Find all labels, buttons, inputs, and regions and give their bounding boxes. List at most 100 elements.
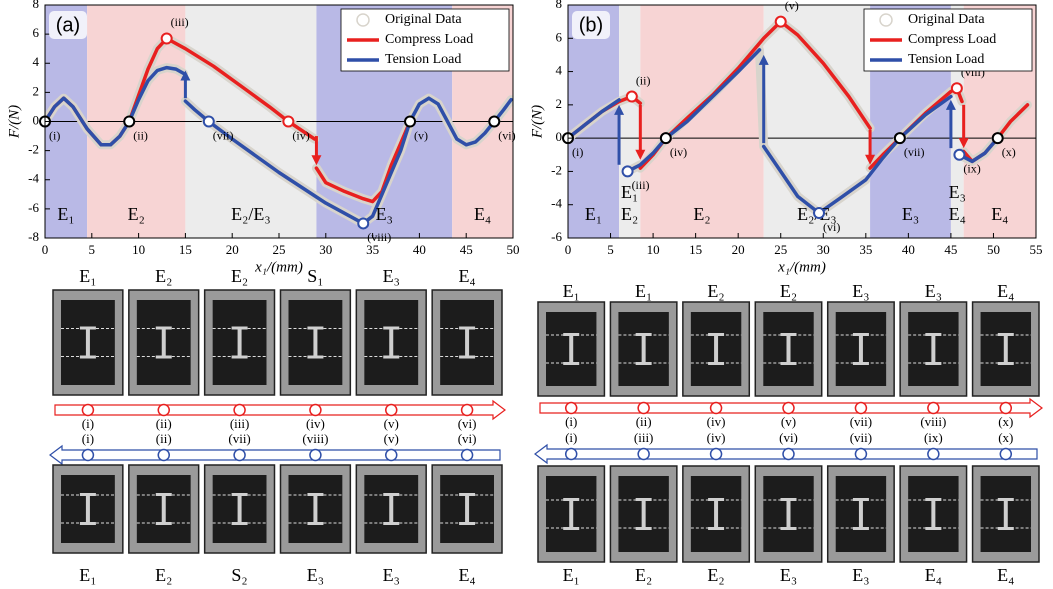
- forward-node: [1000, 403, 1011, 414]
- y-tick-label: 4: [556, 63, 563, 78]
- backward-node: [310, 450, 321, 461]
- state-label: E₄: [925, 565, 942, 585]
- y-tick-label: -4: [551, 196, 562, 211]
- forward-label: (vii): [850, 414, 872, 429]
- photo: [356, 290, 426, 395]
- y-tick-label: 6: [33, 25, 40, 40]
- x-tick-label: 0: [565, 242, 572, 257]
- backward-node: [158, 450, 169, 461]
- y-tick-label: -6: [551, 229, 562, 244]
- y-tick-label: 0: [33, 112, 40, 127]
- y-tick-label: 6: [556, 29, 563, 44]
- region-label: E₁: [57, 204, 74, 224]
- forward-node: [783, 403, 794, 414]
- forward-label: (vi): [458, 416, 477, 431]
- forward-label: (i): [565, 414, 577, 429]
- point-label: (iii): [171, 15, 189, 29]
- y-tick-label: -4: [28, 171, 39, 186]
- forward-node: [638, 403, 649, 414]
- photo: [281, 290, 351, 395]
- backward-label: (viii): [302, 431, 328, 446]
- point-label: (ii): [133, 128, 148, 142]
- forward-node: [386, 405, 397, 416]
- backward-label: (iv): [707, 430, 726, 445]
- state-label: E₄: [458, 565, 475, 585]
- state-point: [405, 117, 415, 127]
- forward-node: [711, 403, 722, 414]
- state-label: E₂: [780, 281, 797, 301]
- state-point: [814, 208, 824, 218]
- region-label: E₃: [902, 204, 919, 224]
- legend-label: Tension Load: [385, 52, 461, 67]
- photo: [53, 465, 123, 553]
- x-tick-label: 40: [413, 242, 426, 257]
- state-label: E₃: [383, 565, 400, 585]
- backward-label: (i): [565, 430, 577, 445]
- x-tick-label: 40: [902, 242, 915, 257]
- photo: [755, 466, 821, 562]
- figure: E₁E₂E₂/E₃E₃E₄(i)(ii)(iii)(iv)(v)(vi)(vii…: [0, 0, 1053, 589]
- forward-node: [928, 403, 939, 414]
- state-label: S₂: [231, 565, 247, 585]
- state-point: [623, 166, 633, 176]
- photo: [683, 302, 749, 396]
- x-axis-label: x₁/(mm): [777, 259, 826, 275]
- photo: [432, 465, 502, 553]
- x-tick-label: 0: [42, 242, 49, 257]
- region-label: E₄: [991, 204, 1008, 224]
- point-label: (iv): [670, 145, 687, 159]
- backward-node: [82, 450, 93, 461]
- state-label: E₂: [155, 266, 172, 286]
- forward-label: (v): [781, 414, 796, 429]
- backward-node: [783, 449, 794, 460]
- forward-node: [310, 405, 321, 416]
- state-point: [489, 117, 499, 127]
- legend-label: Compress Load: [385, 32, 473, 47]
- region-label: E₁: [585, 204, 602, 224]
- state-label: E₄: [458, 266, 475, 286]
- backward-node: [386, 450, 397, 461]
- point-label: (vi): [823, 220, 840, 234]
- y-tick-label: -2: [28, 142, 39, 157]
- x-tick-label: 50: [987, 242, 1000, 257]
- state-label: E₁: [563, 565, 580, 585]
- x-axis-label: x₁/(mm): [254, 259, 303, 275]
- photo: [356, 465, 426, 553]
- point-label: (v): [414, 128, 428, 142]
- forward-label: (ii): [636, 414, 652, 429]
- legend-label: Tension Load: [908, 52, 984, 67]
- forward-label: (ii): [156, 416, 172, 431]
- legend-label: Compress Load: [908, 32, 996, 47]
- state-label: E₃: [852, 565, 869, 585]
- forward-label: (x): [998, 414, 1013, 429]
- photo: [683, 466, 749, 562]
- backward-node: [462, 450, 473, 461]
- backward-label: (ix): [924, 430, 943, 445]
- photo: [538, 466, 604, 562]
- x-tick-label: 35: [366, 242, 379, 257]
- forward-label: (viii): [920, 414, 946, 429]
- legend-label: Original Data: [385, 12, 462, 27]
- state-label: E₃: [925, 281, 942, 301]
- point-label: (v): [785, 0, 799, 12]
- backward-node: [566, 449, 577, 460]
- photo: [205, 290, 275, 395]
- state-label: E₁: [79, 266, 96, 286]
- photo: [900, 466, 966, 562]
- state-point: [952, 83, 962, 93]
- x-tick-label: 45: [460, 242, 473, 257]
- y-axis-label: F/(N): [6, 105, 22, 139]
- state-label: E₂: [231, 266, 248, 286]
- region-label: E₂: [693, 204, 710, 224]
- state-label: E₃: [383, 266, 400, 286]
- state-point: [162, 33, 172, 43]
- forward-node: [234, 405, 245, 416]
- backward-node: [711, 449, 722, 460]
- state-point: [954, 150, 964, 160]
- state-point: [204, 117, 214, 127]
- backward-label: (vi): [458, 431, 477, 446]
- photo: [538, 302, 604, 396]
- x-tick-label: 50: [507, 242, 520, 257]
- state-label: E₁: [563, 281, 580, 301]
- region: [640, 5, 763, 238]
